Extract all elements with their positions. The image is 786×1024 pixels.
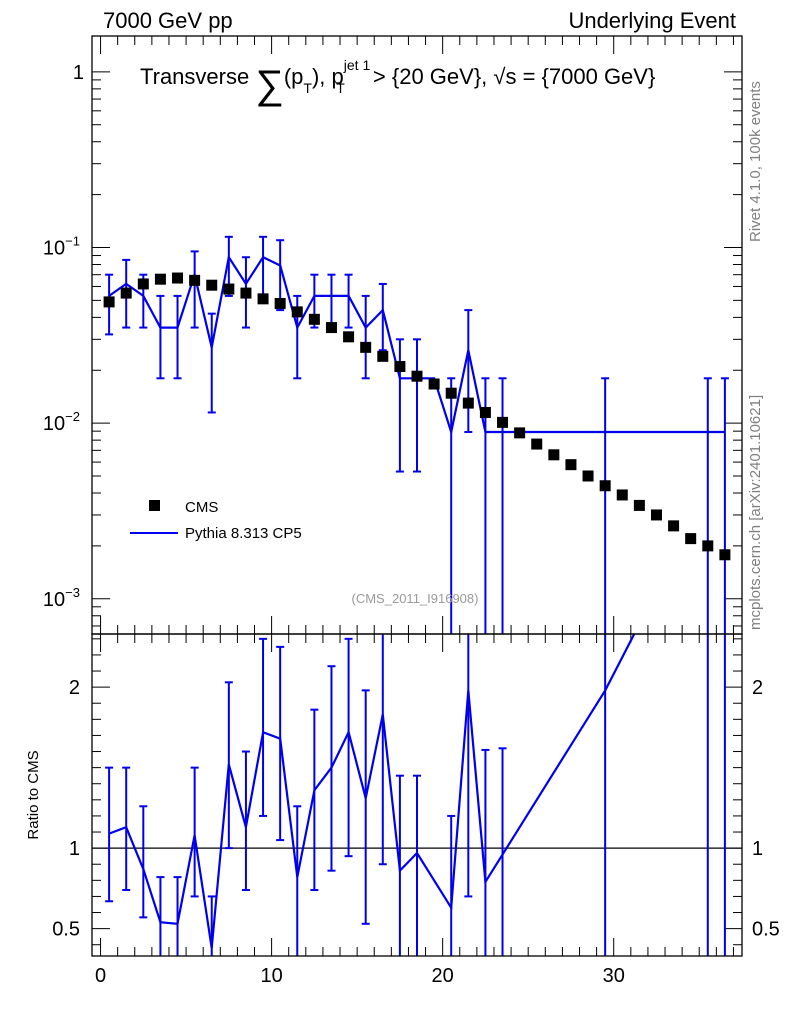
ratio-y-tick-label-left: 1 [69,838,80,860]
cms-data-point [445,387,457,399]
cms-data-point [616,489,628,501]
ratio-y-tick-label-left: 2 [69,677,80,699]
cms-data-point [702,540,714,552]
main-plot-frame [91,35,743,635]
cms-data-point [154,273,166,285]
cms-data-point [103,296,115,308]
main-y-tick-label: 10−2 [43,409,80,435]
ratio-data-marks [92,634,742,956]
ratio-y-tick-label-right: 2 [752,677,763,699]
cms-data-point [223,283,235,295]
x-tick-label: 20 [432,965,454,987]
main-y-tick-label: 10−1 [43,233,80,259]
cms-data-point [206,279,218,291]
header-process-label: 7000 GeV pp [103,8,233,33]
legend-cms-label: CMS [185,499,218,516]
cms-data-point [343,331,355,343]
x-tick-label: 30 [603,965,625,987]
title-pt-sub: T [303,80,312,96]
cms-data-point [650,509,662,521]
cms-data-point [120,287,132,299]
cms-data-point [514,427,526,439]
main-y-tick-label: 10−3 [43,585,80,611]
cms-data-point [497,416,509,428]
x-tick-label: 10 [260,965,282,987]
legend: CMS Pythia 8.313 CP5 [130,499,302,542]
main-data-marks [103,235,731,634]
cms-data-point [428,378,440,390]
cms-data-point [531,438,543,450]
cms-data-point [685,533,697,545]
legend-cms-marker [149,500,160,511]
cms-data-point [719,549,731,561]
title-prefix: Transverse [140,64,255,89]
cms-data-point [274,297,286,309]
cms-data-point [462,397,474,409]
ratio-plot-frame [91,633,743,957]
legend-mc-label: Pythia 8.313 CP5 [185,525,302,542]
cms-data-point [548,449,560,461]
title-jet-sub: T [336,80,345,96]
cms-data-point [565,459,577,471]
main-y-tick-label: 1 [73,62,84,84]
x-tick-label: 0 [95,965,106,987]
cms-data-point [257,293,269,305]
cms-data-point [325,322,337,334]
cms-data-point [582,470,594,482]
ratio-ylabel: Ratio to CMS [25,750,42,839]
main-axis-ticks: 10−3 10−2 10−1 1 [43,36,742,634]
title-pt-close: ), p [312,64,344,89]
cms-data-point [172,272,184,284]
title-rest: > {20 GeV}, √s = {7000 GeV} [367,64,656,89]
cms-data-point [240,287,252,299]
header-analysis-label: Underlying Event [568,8,736,33]
cms-data-point [668,520,680,532]
cms-data-point [599,480,611,492]
title-sum-symbol: ∑ [255,63,284,107]
ratio-axis-ticks: 0.5 0.51 12 20 10 20 30 [52,634,780,987]
cms-data-point [308,313,320,325]
analysis-watermark: (CMS_2011_I916908) [352,591,479,606]
ratio-y-tick-label-right: 0.5 [752,919,780,941]
cms-data-point [360,341,372,353]
title-pt: (p [284,64,304,89]
ratio-y-tick-label-right: 1 [752,838,763,860]
ratio-series-line [108,634,636,949]
cms-data-point [137,278,149,290]
cms-data-point [411,370,423,382]
ratio-y-tick-label-left: 0.5 [52,919,80,941]
cms-data-point [479,406,491,418]
cms-data-point [394,361,406,373]
cms-data-point [189,274,201,286]
cms-data-point [633,499,645,511]
title-jet-sup: jet 1 [343,57,371,73]
cms-data-point [377,350,389,362]
cms-data-point [291,306,303,318]
